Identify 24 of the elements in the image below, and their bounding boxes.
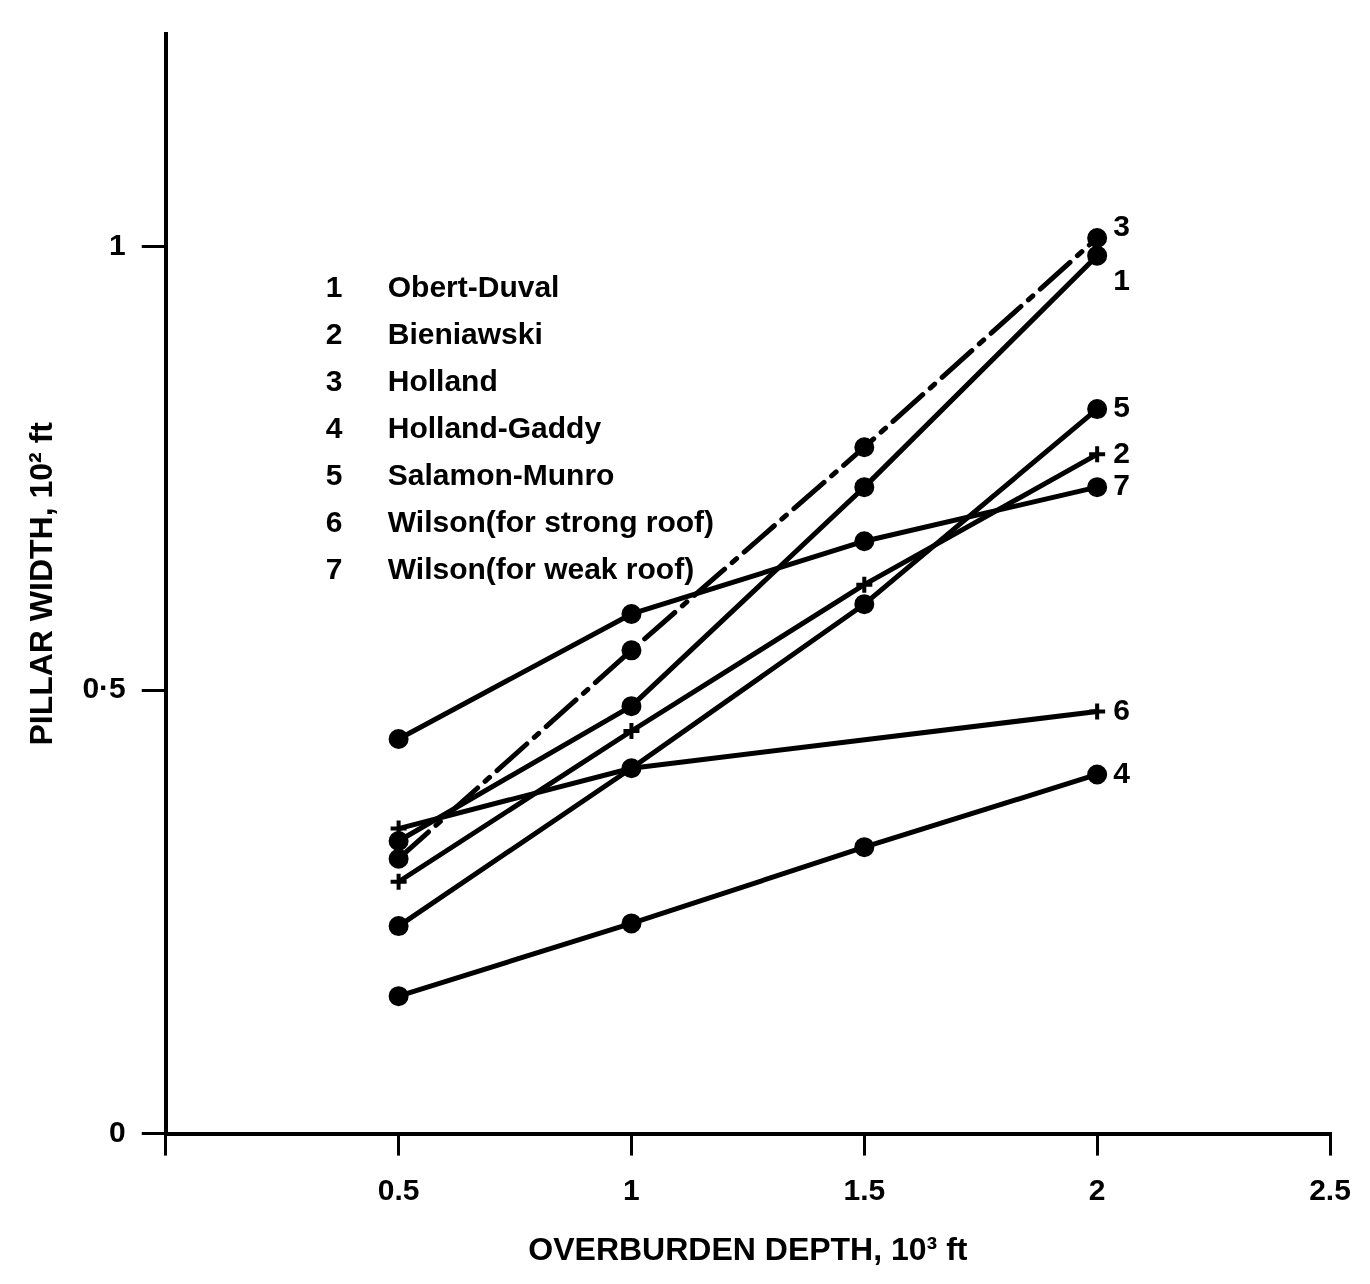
series-label: 5 xyxy=(1113,390,1130,424)
series-label: 3 xyxy=(1113,209,1130,243)
x-tick-label: 2 xyxy=(1088,1172,1106,1206)
series-label: 7 xyxy=(1113,468,1130,502)
series-label: 6 xyxy=(1113,692,1130,726)
text: 7 Wilson(for weak roof) xyxy=(325,552,695,586)
series-label: 1 xyxy=(1113,262,1130,296)
y-tick-label: 0 xyxy=(109,1114,126,1148)
x-tick-label: 2.5 xyxy=(1309,1172,1351,1206)
text: 1 Obert-Duval xyxy=(325,270,560,304)
series-label: 4 xyxy=(1113,755,1131,789)
text: 3 Holland xyxy=(325,364,498,398)
text: 2 Bieniawski xyxy=(325,317,543,351)
y-axis-title: PILLAR WIDTH, 10² ft xyxy=(23,421,60,746)
text: 4 Holland-Gaddy xyxy=(325,411,602,445)
x-tick-label: 1 xyxy=(623,1172,640,1206)
y-tick-label: 0·5 xyxy=(82,671,126,705)
text: 6 Wilson(for strong roof) xyxy=(325,505,715,539)
y-tick-label: 1 xyxy=(109,228,126,262)
x-tick-label: 1.5 xyxy=(843,1172,886,1206)
series-label: 2 xyxy=(1113,435,1130,469)
text: 5 Salamon-Munro xyxy=(325,458,615,492)
x-axis-title: OVERBURDEN DEPTH, 10³ ft xyxy=(528,1230,968,1267)
x-tick-label: 0.5 xyxy=(377,1172,420,1206)
